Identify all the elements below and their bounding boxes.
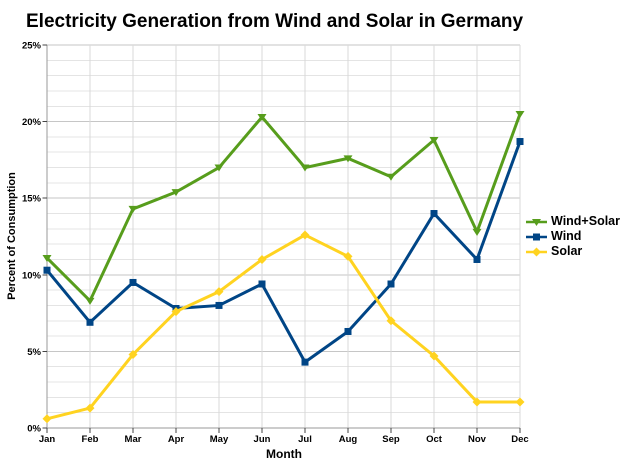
series-marker-solar: [171, 307, 181, 317]
chart-title: Electricity Generation from Wind and Sol…: [26, 11, 524, 32]
y-tick-label: 0%: [27, 424, 41, 435]
x-axis-title: Month: [266, 447, 302, 461]
series-line-wind: [45, 141, 522, 365]
legend-item-wind-solar: Wind+Solar: [525, 215, 620, 228]
x-tick-label: Dec: [511, 434, 528, 445]
x-tick-label: Oct: [426, 434, 443, 445]
series-marker-wind-solar: [42, 254, 52, 262]
series-marker-wind: [430, 210, 438, 218]
legend-label-solar: Solar: [551, 244, 583, 258]
series-marker-solar: [300, 230, 310, 240]
series-marker-wind: [301, 358, 309, 366]
legend-marker: [533, 233, 540, 240]
x-tick-label: Nov: [468, 434, 487, 445]
series-marker-wind-solar: [85, 297, 95, 305]
series-marker-solar: [386, 316, 396, 326]
series-marker-wind: [129, 278, 137, 286]
series-line-wind-solar: [45, 113, 522, 304]
x-tick-label: Apr: [168, 434, 185, 445]
series-marker-solar: [472, 397, 482, 407]
legend-marker-wind-solar-icon: [526, 218, 547, 226]
series-marker-wind: [473, 255, 481, 263]
series-marker-wind-solar: [472, 228, 482, 236]
series-marker-solar: [515, 397, 525, 407]
series-marker-solar: [257, 254, 267, 264]
series-marker-wind-solar: [214, 164, 224, 172]
y-tick-label: 25%: [22, 41, 42, 52]
series-marker-solar: [42, 414, 52, 424]
series-marker-wind-solar: [515, 110, 525, 118]
x-tick-label: Sep: [382, 434, 400, 445]
legend-item-wind: Wind: [525, 230, 620, 243]
legend-marker-wind-icon: [526, 233, 547, 240]
series-marker-wind: [86, 318, 94, 326]
series-line-solar: [46, 233, 520, 421]
series-marker-solar: [85, 403, 95, 413]
y-tick-label: 5%: [27, 347, 41, 358]
series-marker-solar: [343, 251, 353, 261]
legend-marker: [532, 218, 541, 226]
series-marker-wind: [344, 327, 352, 335]
legend-marker: [532, 247, 541, 256]
series-marker-wind: [43, 266, 51, 274]
series-marker-wind-solar: [300, 164, 310, 172]
series-marker-wind-solar: [343, 155, 353, 163]
y-tick-label: 20%: [22, 117, 42, 128]
legend-marker-solar-icon: [526, 247, 547, 256]
series-marker-wind-solar: [128, 205, 138, 213]
series-marker-wind-solar: [386, 173, 396, 181]
legend-item-solar: Solar: [525, 245, 620, 258]
x-tick-label: Feb: [82, 434, 99, 445]
y-tick-label: 15%: [22, 194, 42, 205]
x-tick-label: Mar: [125, 434, 142, 445]
series-marker-wind: [516, 138, 524, 146]
x-tick-label: Jan: [39, 434, 56, 445]
series-marker-wind: [215, 301, 223, 309]
series-marker-wind-solar: [429, 136, 439, 144]
series-marker-wind-solar: [257, 114, 267, 122]
legend: Wind+Solar Wind Solar: [525, 215, 620, 258]
series-marker-solar: [214, 287, 224, 297]
series-marker-wind-solar: [171, 189, 181, 197]
x-tick-label: Aug: [339, 434, 358, 445]
series-marker-solar: [429, 351, 439, 361]
legend-label-wind: Wind: [551, 229, 582, 243]
x-tick-label: Jun: [254, 434, 271, 445]
legend-label-wind-solar: Wind+Solar: [551, 214, 620, 228]
x-tick-label: Jul: [298, 434, 312, 445]
series-marker-wind: [258, 280, 266, 288]
series-marker-solar: [128, 349, 138, 359]
series-marker-wind: [387, 280, 395, 288]
y-tick-label: 10%: [22, 270, 42, 281]
x-tick-label: May: [210, 434, 229, 445]
